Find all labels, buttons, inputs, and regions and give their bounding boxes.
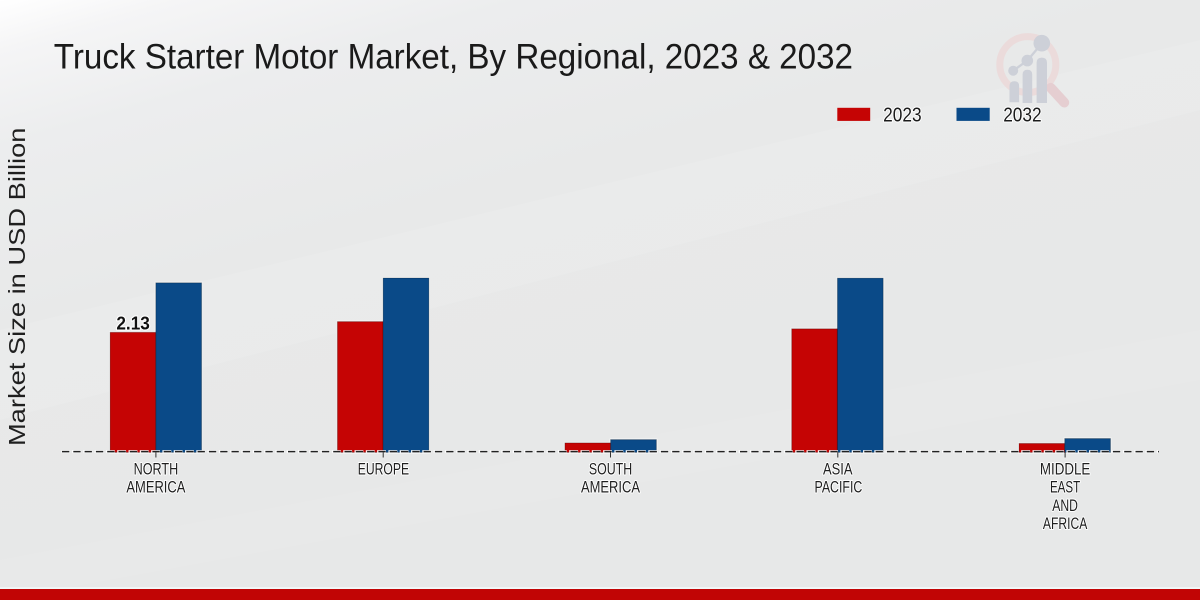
svg-text:Market Size in USD Billion: Market Size in USD Billion <box>4 128 30 447</box>
svg-text:NORTH: NORTH <box>134 461 179 479</box>
svg-text:AFRICA: AFRICA <box>1043 515 1087 533</box>
svg-text:PACIFIC: PACIFIC <box>815 479 863 497</box>
svg-text:EUROPE: EUROPE <box>358 461 409 479</box>
svg-text:SOUTH: SOUTH <box>589 461 632 479</box>
svg-text:2032: 2032 <box>1003 105 1041 127</box>
svg-text:AMERICA: AMERICA <box>581 479 640 497</box>
svg-text:AMERICA: AMERICA <box>126 479 185 497</box>
svg-text:AND: AND <box>1052 497 1078 515</box>
svg-text:2023: 2023 <box>883 105 922 127</box>
svg-text:Truck Starter Motor Market, By: Truck Starter Motor Market, By Regional,… <box>54 37 853 76</box>
svg-text:MIDDLE: MIDDLE <box>1040 461 1090 479</box>
svg-text:EAST: EAST <box>1050 479 1080 497</box>
svg-text:ASIA: ASIA <box>823 461 853 479</box>
svg-text:2.13: 2.13 <box>116 313 150 333</box>
